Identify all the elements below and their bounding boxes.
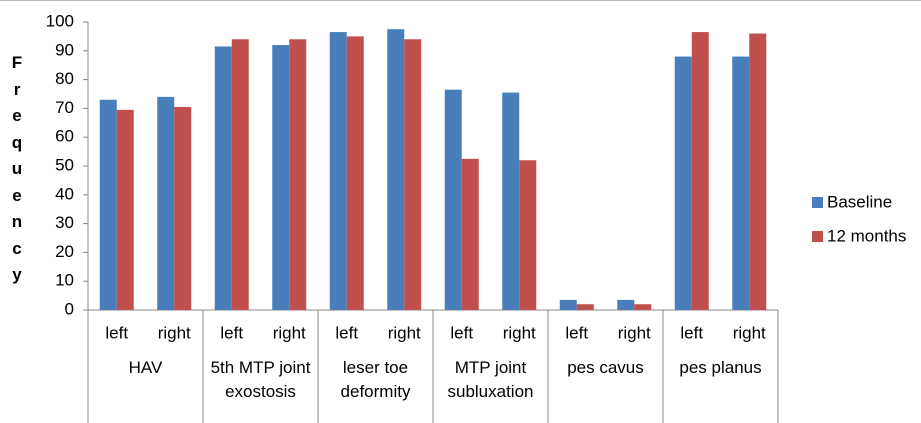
- x-tick-label: left: [565, 323, 588, 342]
- group-label-box: pes planus: [679, 358, 762, 377]
- legend-label: 12 months: [827, 226, 906, 245]
- x-tick-label: left: [680, 323, 703, 342]
- group-label: pes planus: [679, 358, 762, 377]
- y-tick-label: 70: [55, 98, 74, 117]
- group-label-box: leser toe deformity: [340, 358, 411, 401]
- y-tick-label: 90: [55, 40, 74, 59]
- y-axis-label: Frequency: [11, 53, 23, 284]
- bar: [214, 46, 232, 310]
- bar: [691, 32, 709, 311]
- x-tick-label: right: [733, 323, 766, 342]
- x-tick-label: right: [388, 323, 421, 342]
- group-label: 5th MTP joint exostosis: [210, 358, 311, 401]
- y-tick-label: 80: [55, 69, 74, 88]
- bar: [674, 56, 692, 311]
- group-label: MTP joint subluxation: [447, 358, 534, 401]
- x-tick-label: left: [450, 323, 473, 342]
- x-tick-label: right: [503, 323, 536, 342]
- y-tick-label: 50: [55, 155, 74, 174]
- x-tick-label: left: [105, 323, 128, 342]
- x-tick-label: left: [220, 323, 243, 342]
- bar: [404, 39, 422, 310]
- x-tick-label: right: [158, 323, 191, 342]
- y-tick-label: 30: [55, 213, 74, 232]
- bar: [519, 160, 537, 310]
- group-label-box: MTP joint subluxation: [447, 358, 534, 401]
- group-label-box: pes cavus: [567, 358, 644, 377]
- bar: [732, 56, 750, 311]
- bar: [576, 304, 594, 310]
- legend-swatch: [812, 197, 823, 208]
- bar: [231, 39, 249, 310]
- bar: [272, 45, 290, 310]
- bar: [749, 33, 767, 311]
- bar: [157, 96, 175, 310]
- bar: [329, 32, 347, 311]
- group-label: leser toe deformity: [340, 358, 411, 401]
- legend-swatch: [812, 231, 823, 242]
- group-label-box: HAV: [128, 358, 163, 377]
- bar: [116, 109, 134, 310]
- bar: [617, 299, 635, 310]
- bar: [174, 106, 192, 311]
- group-label: pes cavus: [567, 358, 644, 377]
- x-tick-label: left: [335, 323, 358, 342]
- legend-label: Baseline: [827, 192, 892, 211]
- y-label-box: Frequency: [11, 53, 23, 284]
- y-tick-label: 40: [55, 184, 74, 203]
- bar: [634, 304, 652, 310]
- group-label: HAV: [128, 358, 163, 377]
- bar: [346, 36, 364, 311]
- y-tick-label: 0: [65, 299, 74, 318]
- bar: [289, 39, 307, 310]
- bar: [502, 92, 520, 310]
- y-tick-label: 20: [55, 242, 74, 261]
- bar: [99, 99, 117, 310]
- group-label-box: 5th MTP joint exostosis: [210, 358, 311, 401]
- y-tick-label: 60: [55, 127, 74, 146]
- bar: [559, 299, 577, 310]
- bar: [444, 89, 462, 311]
- x-tick-label: right: [273, 323, 306, 342]
- y-tick-label: 100: [46, 11, 74, 30]
- bar: [387, 29, 405, 310]
- bar: [461, 158, 479, 310]
- y-tick-label: 10: [55, 271, 74, 290]
- x-tick-label: right: [618, 323, 651, 342]
